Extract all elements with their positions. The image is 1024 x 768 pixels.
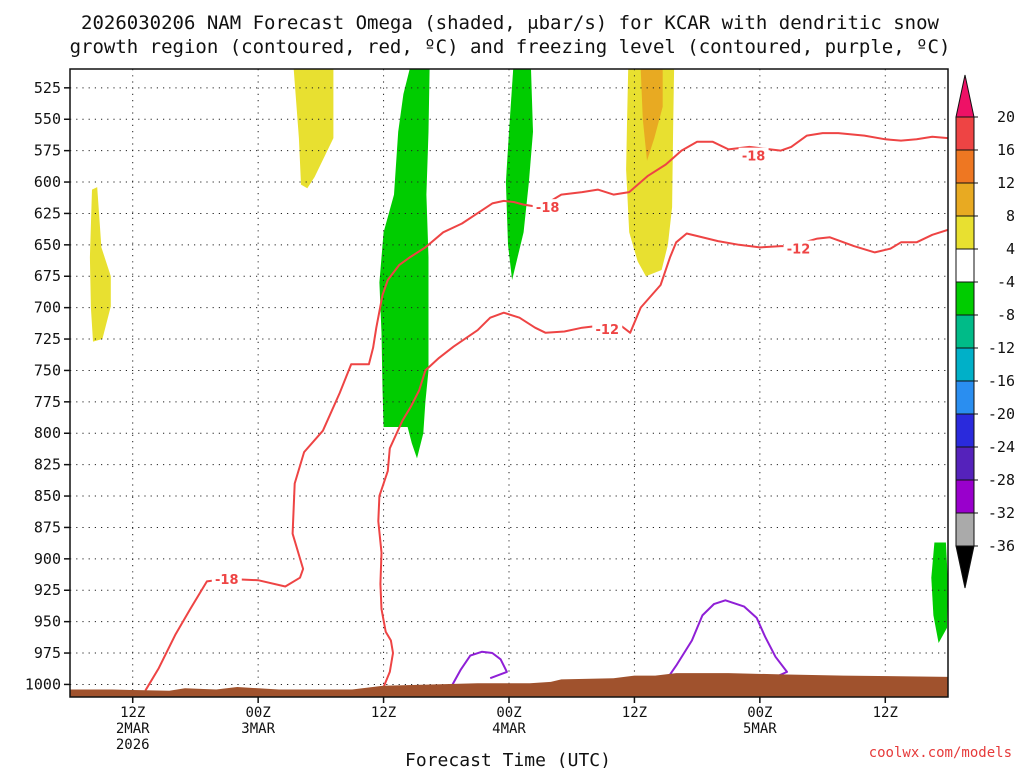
colorbar-label-7: -12	[988, 339, 1015, 357]
chart-title-line-2: growth region (contoured, red, ºC) and f…	[70, 36, 951, 58]
isotherm--12-1	[377, 228, 948, 688]
x-tick-label-6-0: 12Z	[120, 705, 145, 721]
colorbar-segment-2	[955, 149, 975, 184]
y-tick-label-1000: 1000	[25, 675, 61, 693]
x-axis-label: Forecast Time (UTC)	[405, 750, 611, 768]
colorbar-label-4: 4	[1006, 240, 1015, 258]
omega-region-green-late	[931, 542, 948, 643]
colorbar-segment-9	[955, 380, 975, 415]
colorbar-segment-8	[955, 347, 975, 382]
colorbar-label-8: -16	[988, 372, 1015, 390]
isotherm-label-bg-4	[783, 240, 814, 257]
colorbar-segment-3	[955, 182, 975, 217]
colorbar-bottom-arrow	[955, 545, 975, 589]
freezing-level-contour-1	[664, 599, 788, 682]
colorbar-segment-4	[955, 215, 975, 250]
colorbar-label-5: -4	[997, 273, 1015, 291]
x-tick-label-30-0: 12Z	[371, 705, 396, 721]
colorbar-segment-12	[955, 479, 975, 514]
x-tick-label-54-0: 12Z	[622, 705, 647, 721]
y-tick-label-925: 925	[34, 581, 61, 599]
colorbar-segment-10	[955, 413, 975, 448]
y-tick-label-950: 950	[34, 613, 61, 631]
chart-title-line-1: 2026030206 NAM Forecast Omega (shaded, μ…	[81, 12, 939, 34]
x-tick-label-78-0: 12Z	[873, 705, 898, 721]
isotherm-label-1: -18	[536, 201, 560, 216]
y-tick-label-525: 525	[34, 79, 61, 97]
x-tick-label-66-1: 5MAR	[743, 721, 777, 737]
isotherm-label-3: -12	[596, 323, 620, 338]
isotherm-label-0: -18	[215, 573, 239, 588]
y-tick-label-675: 675	[34, 267, 61, 285]
isotherm-label-bg-1	[532, 199, 563, 216]
y-tick-label-600: 600	[34, 173, 61, 191]
isotherm--18-0	[144, 132, 948, 692]
y-tick-label-650: 650	[34, 236, 61, 254]
omega-region-yellow-upper	[293, 69, 334, 189]
colorbar-label-2: 12	[997, 174, 1015, 192]
colorbar-label-12: -32	[988, 504, 1015, 522]
y-tick-label-900: 900	[34, 550, 61, 568]
colorbar-segment-7	[955, 314, 975, 349]
omega-region-green-narrow	[505, 69, 533, 280]
isotherm-label-bg-2	[738, 147, 769, 164]
omega-region-green-main	[379, 69, 430, 459]
colorbar-segment-5	[955, 248, 975, 283]
x-tick-label-6-1: 2MAR	[116, 721, 150, 737]
y-tick-label-975: 975	[34, 644, 61, 662]
colorbar-label-10: -24	[988, 438, 1015, 456]
colorbar-label-0: 20	[997, 108, 1015, 126]
y-tick-label-775: 775	[34, 393, 61, 411]
y-tick-label-800: 800	[34, 424, 61, 442]
colorbar-segment-11	[955, 446, 975, 481]
colorbar-label-3: 8	[1006, 207, 1015, 225]
y-tick-label-750: 750	[34, 361, 61, 379]
colorbar-segment-1	[955, 116, 975, 151]
y-tick-label-625: 625	[34, 204, 61, 222]
isotherm-label-bg-3	[592, 320, 623, 337]
colorbar-segment-6	[955, 281, 975, 316]
credit-text: coolwx.com/models	[869, 745, 1012, 761]
y-tick-label-825: 825	[34, 456, 61, 474]
x-tick-label-6-2: 2026	[116, 737, 150, 753]
y-tick-label-550: 550	[34, 110, 61, 128]
y-tick-label-700: 700	[34, 299, 61, 317]
omega-region-orange-mid	[640, 69, 663, 161]
x-tick-label-66-0: 00Z	[747, 705, 772, 721]
surface-ground	[70, 673, 948, 697]
x-tick-label-42-0: 00Z	[496, 705, 521, 721]
colorbar-label-13: -36	[988, 537, 1015, 555]
isotherm-label-2: -18	[742, 150, 766, 165]
y-tick-label-850: 850	[34, 487, 61, 505]
x-tick-label-18-1: 3MAR	[241, 721, 275, 737]
y-tick-label-575: 575	[34, 142, 61, 160]
x-tick-label-42-1: 4MAR	[492, 721, 526, 737]
y-tick-label-725: 725	[34, 330, 61, 348]
colorbar-label-11: -28	[988, 471, 1015, 489]
colorbar-segment-13	[955, 512, 975, 547]
colorbar-label-6: -8	[997, 306, 1015, 324]
isotherm-label-bg-0	[211, 570, 242, 587]
y-tick-label-875: 875	[34, 518, 61, 536]
omega-region-yellow-mid	[626, 69, 675, 277]
colorbar-label-1: 16	[997, 141, 1015, 159]
plot-area: -18 -18 -18 -12 -12	[70, 69, 948, 697]
colorbar-label-9: -20	[988, 405, 1015, 423]
omega-region-yellow-early	[89, 187, 111, 342]
colorbar-top-arrow	[955, 74, 975, 118]
x-tick-label-18-0: 00Z	[245, 705, 270, 721]
freezing-level-contour-0	[451, 650, 508, 685]
isotherm-label-4: -12	[787, 243, 811, 258]
